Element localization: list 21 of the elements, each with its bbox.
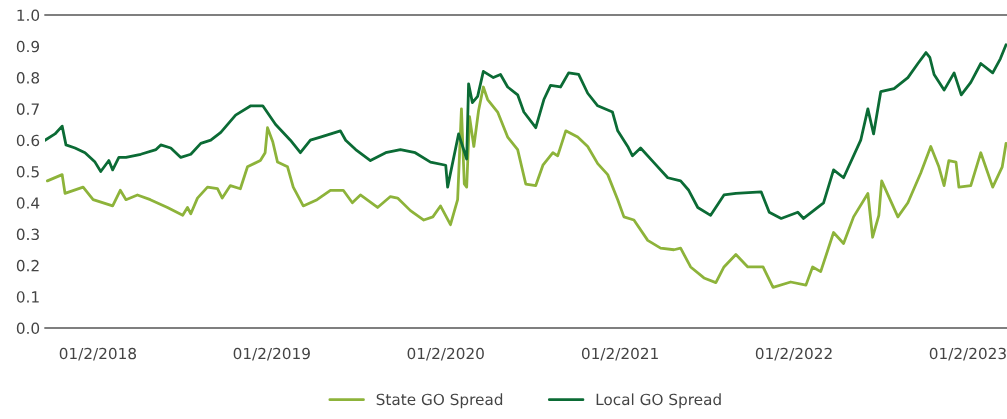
y-tick-label: 0.4: [16, 197, 40, 209]
y-tick-label: 0.1: [16, 291, 39, 303]
x-tick-label: 01/2/2018: [59, 347, 137, 361]
x-tick-label: 01/2/2020: [407, 347, 484, 361]
y-tick-label: 0.5: [16, 165, 39, 178]
line-series: [45, 85, 1007, 289]
y-tick-label: 0.6: [16, 134, 40, 147]
x-tick-label: 01/2/2019: [233, 347, 310, 361]
legend-label: Local GO Spread: [596, 393, 721, 409]
y-tick-label: 0.7: [16, 103, 39, 115]
y-tick-label: 0.8: [16, 72, 40, 84]
y-tick-label: 1.0: [17, 9, 40, 22]
x-tick-label: 01/2/2023: [929, 347, 1006, 361]
legend-label: State GO Spread: [376, 393, 503, 409]
y-tick-label: 0.3: [16, 228, 39, 241]
x-tick-label: 01/2/2021: [581, 347, 658, 361]
y-tick-label: 0.9: [16, 40, 40, 53]
x-tick-label: 01/2/2022: [755, 347, 832, 361]
y-tick-label: 0.0: [16, 322, 40, 335]
y-tick-label: 0.2: [16, 259, 39, 272]
line-series: [45, 43, 1007, 220]
